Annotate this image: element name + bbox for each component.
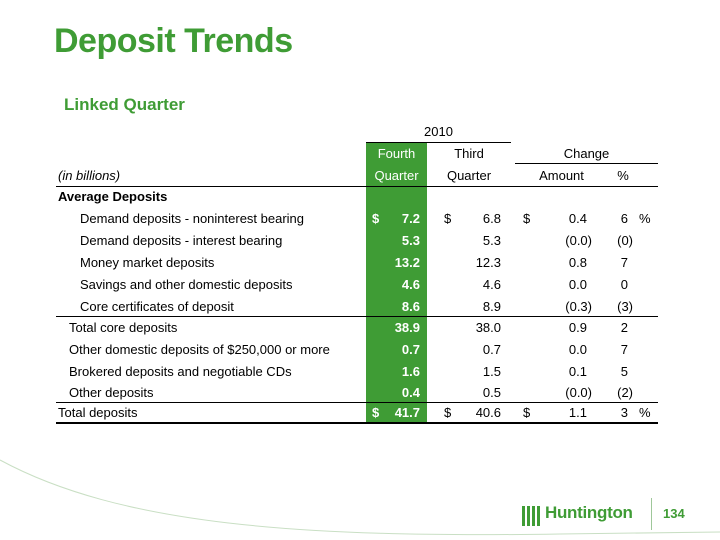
fourth-value: 5.3 [401, 233, 420, 248]
page-title: Deposit Trends [54, 22, 293, 60]
fourth-value: 41.7 [394, 405, 420, 420]
fourth-quarter-highlight-column [366, 143, 427, 422]
row-label: Demand deposits - noninterest bearing [80, 211, 305, 226]
amount-value: 0.0 [568, 342, 587, 357]
fourth-value: 0.7 [401, 342, 420, 357]
row-label: Money market deposits [80, 255, 215, 270]
row-label: Core certificates of deposit [80, 299, 234, 314]
pct-value: 3 [620, 405, 628, 420]
amount-value: (0.0) [565, 233, 592, 248]
row-label: Demand deposits - interest bearing [80, 233, 283, 248]
fourth-prefix: $ [372, 211, 380, 226]
col-pct: % [617, 168, 629, 183]
third-prefix: $ [444, 405, 452, 420]
third-value: 40.6 [475, 405, 501, 420]
fourth-value: 0.4 [401, 385, 420, 400]
fourth-value: 8.6 [401, 299, 420, 314]
fourth-value: 4.6 [401, 277, 420, 292]
col-third-line1: Third [454, 146, 484, 161]
amount-prefix: $ [523, 211, 531, 226]
pct-value: (0) [617, 233, 633, 248]
pct-value: (2) [617, 385, 633, 400]
page-subtitle: Linked Quarter [64, 95, 185, 114]
third-value: 8.9 [482, 299, 501, 314]
third-value: 1.5 [482, 364, 501, 379]
total-rule-top [56, 402, 658, 403]
huntington-logo-icon [522, 506, 540, 526]
third-value: 4.6 [482, 277, 501, 292]
footer-divider [651, 498, 652, 530]
third-value: 0.7 [482, 342, 501, 357]
fourth-value: 13.2 [394, 255, 420, 270]
row-label: Total deposits [58, 405, 138, 420]
pct-value: (3) [617, 299, 633, 314]
change-underline [515, 163, 658, 164]
col-fourth-line2: Quarter [374, 168, 419, 183]
pct-value: 7 [620, 255, 628, 270]
amount-value: 0.9 [568, 320, 587, 335]
col-change: Change [563, 146, 610, 161]
pct-value: 6 [620, 211, 628, 226]
total-rule-bottom [56, 422, 658, 424]
year-underline [366, 142, 511, 143]
units-label: (in billions) [58, 168, 121, 183]
section-label: Average Deposits [58, 189, 168, 204]
row-label: Other deposits [69, 385, 154, 400]
pct-value: 0 [620, 277, 628, 292]
year-header: 2010 [424, 124, 453, 139]
third-value: 5.3 [482, 233, 501, 248]
third-value: 38.0 [475, 320, 501, 335]
amount-value: (0.0) [565, 385, 592, 400]
amount-value: 0.0 [568, 277, 587, 292]
pct-value: 5 [620, 364, 628, 379]
third-value: 6.8 [482, 211, 501, 226]
third-prefix: $ [444, 211, 452, 226]
amount-value: 0.4 [568, 211, 587, 226]
row-label: Brokered deposits and negotiable CDs [69, 364, 292, 379]
col-fourth-line1: Fourth [377, 146, 416, 161]
row-label: Total core deposits [69, 320, 178, 335]
row-label: Other domestic deposits of $250,000 or m… [69, 342, 330, 357]
fourth-prefix: $ [372, 405, 380, 420]
col-amount: Amount [539, 168, 584, 183]
amount-value: 1.1 [568, 405, 587, 420]
logo-wordmark: Huntington [545, 503, 633, 522]
amount-prefix: $ [523, 405, 531, 420]
fourth-value: 7.2 [401, 211, 420, 226]
amount-value: (0.3) [565, 299, 592, 314]
page-number: 134 [663, 506, 685, 521]
row-label: Savings and other domestic deposits [80, 277, 293, 292]
subtotal-rule [56, 316, 658, 317]
pct-suffix: % [639, 405, 651, 420]
header-rule [56, 186, 658, 187]
amount-value: 0.8 [568, 255, 587, 270]
fourth-value: 1.6 [401, 364, 420, 379]
pct-value: 7 [620, 342, 628, 357]
decorative-swoosh [0, 459, 720, 536]
col-third-line2: Quarter [446, 168, 492, 183]
third-value: 12.3 [475, 255, 501, 270]
third-value: 0.5 [482, 385, 501, 400]
fourth-value: 38.9 [394, 320, 420, 335]
pct-suffix: % [639, 211, 651, 226]
amount-value: 0.1 [568, 364, 587, 379]
pct-value: 2 [620, 320, 628, 335]
